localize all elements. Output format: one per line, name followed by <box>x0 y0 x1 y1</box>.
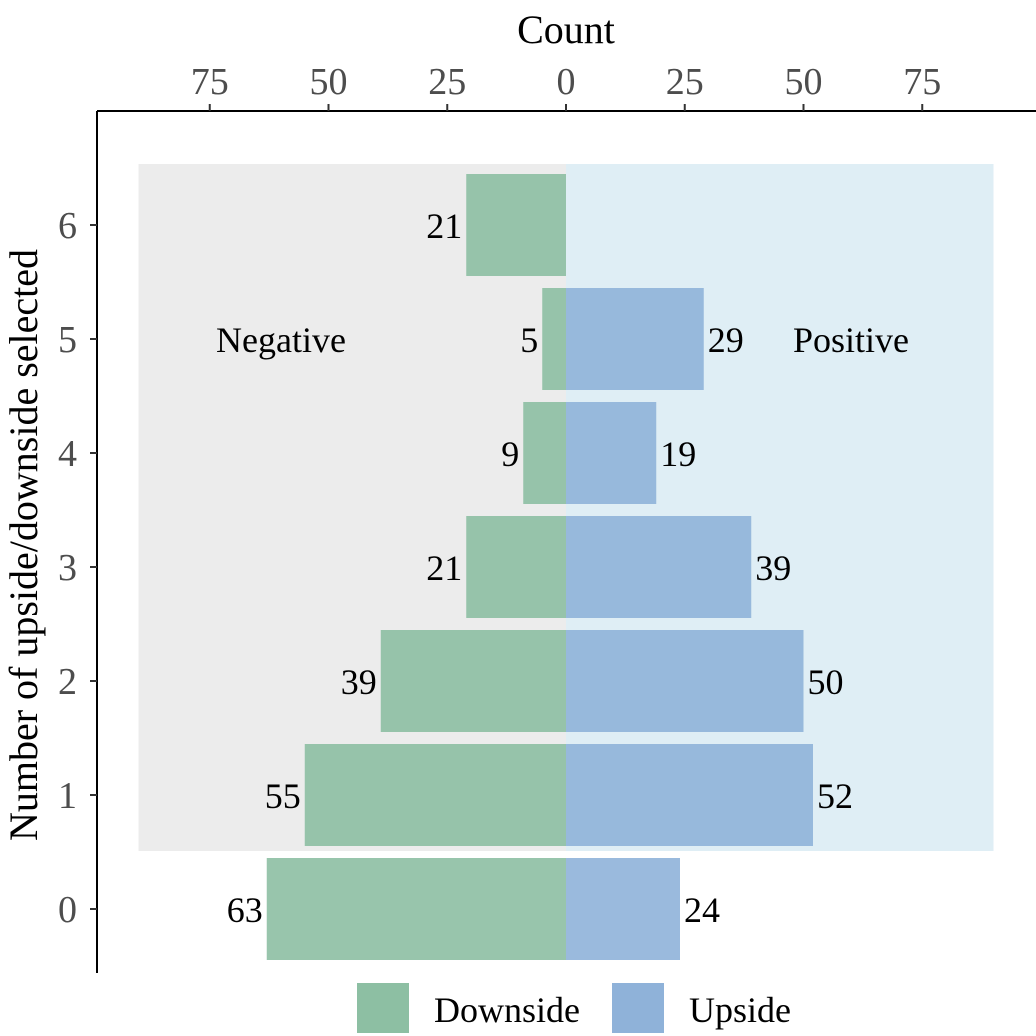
y-axis-title: Number of upside/downside selected <box>1 249 46 841</box>
x-tick-label: 25 <box>666 61 704 103</box>
x-tick-label: 0 <box>557 61 576 103</box>
upside-value-label-1: 52 <box>817 776 853 816</box>
legend-label-upside: Upside <box>689 990 791 1030</box>
x-axis-title: Count <box>517 7 615 52</box>
downside-value-label-4: 9 <box>501 434 519 474</box>
legend-key-upside <box>612 983 664 1033</box>
y-tick-label: 2 <box>58 661 77 703</box>
x-tick-label: 50 <box>785 61 823 103</box>
downside-bar-3 <box>466 516 566 618</box>
downside-value-label-1: 55 <box>265 776 301 816</box>
region-negative <box>138 164 566 851</box>
region-label-negative: Negative <box>216 320 346 360</box>
legend-label-downside: Downside <box>434 990 580 1030</box>
y-tick-label: 0 <box>58 889 77 931</box>
y-ticks: 0 1 2 3 4 5 6 <box>58 205 97 931</box>
downside-bar-2 <box>380 630 566 732</box>
legend-key-downside <box>357 983 409 1033</box>
x-ticks: 75 50 25 0 25 50 75 <box>191 61 941 111</box>
downside-value-label-5: 5 <box>520 320 538 360</box>
x-tick-label: 25 <box>428 61 466 103</box>
downside-value-label-0: 63 <box>227 890 263 930</box>
upside-bar-0 <box>566 858 680 960</box>
y-tick-label: 1 <box>58 775 77 817</box>
upside-value-label-4: 19 <box>660 434 696 474</box>
downside-bar-0 <box>266 858 566 960</box>
downside-bar-6 <box>466 174 566 276</box>
upside-value-label-3: 39 <box>755 548 791 588</box>
x-tick-label: 75 <box>903 61 941 103</box>
upside-value-label-5: 29 <box>708 320 744 360</box>
x-tick-label: 75 <box>191 61 229 103</box>
region-labels: Negative Positive <box>216 320 909 360</box>
upside-value-label-2: 50 <box>808 662 844 702</box>
upside-bar-3 <box>566 516 752 618</box>
region-positive <box>566 164 994 851</box>
y-tick-label: 6 <box>58 205 77 247</box>
upside-value-label-0: 24 <box>684 890 720 930</box>
data-labels: 63 55 39 21 9 5 21 24 52 50 39 19 29 <box>227 206 853 930</box>
y-tick-label: 4 <box>58 433 77 475</box>
upside-bar-5 <box>566 288 704 390</box>
y-tick-label: 3 <box>58 547 77 589</box>
background-regions <box>138 164 994 851</box>
downside-value-label-3: 21 <box>426 548 462 588</box>
downside-bar-1 <box>304 744 566 846</box>
downside-bar-4 <box>523 402 566 504</box>
upside-bar-1 <box>566 744 813 846</box>
downside-bar-5 <box>542 288 566 390</box>
downside-value-label-2: 39 <box>341 662 377 702</box>
bars <box>266 174 813 960</box>
downside-value-label-6: 21 <box>426 206 462 246</box>
x-tick-label: 50 <box>310 61 348 103</box>
region-label-positive: Positive <box>793 320 909 360</box>
upside-bar-2 <box>566 630 804 732</box>
y-tick-label: 5 <box>58 319 77 361</box>
legend: Downside Upside <box>357 983 791 1033</box>
upside-bar-4 <box>566 402 657 504</box>
